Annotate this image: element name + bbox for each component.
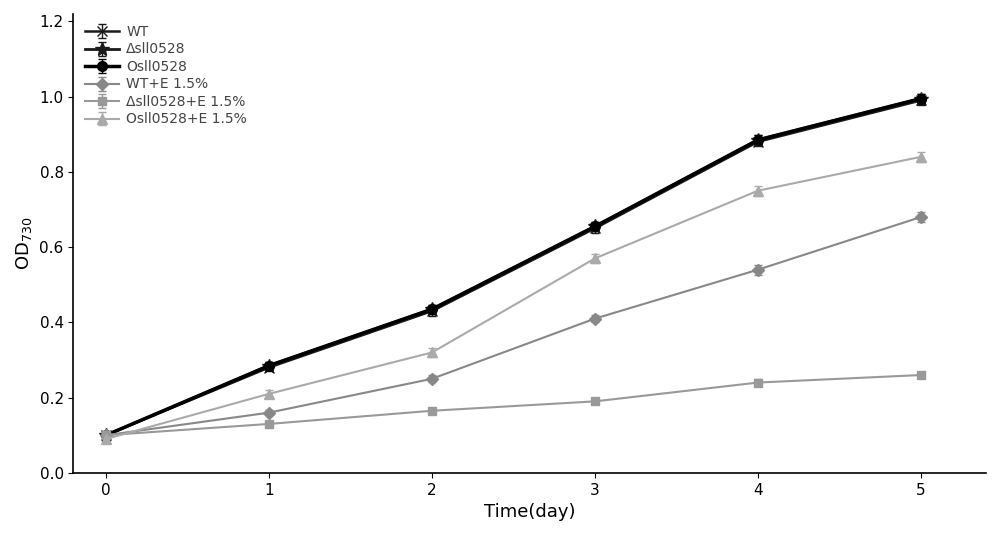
Y-axis label: OD$_{730}$: OD$_{730}$: [14, 217, 34, 270]
Legend: WT, Δsll0528, Osll0528, WT+E 1.5%, Δsll0528+E 1.5%, Osll0528+E 1.5%: WT, Δsll0528, Osll0528, WT+E 1.5%, Δsll0…: [80, 21, 251, 131]
X-axis label: Time(day): Time(day): [484, 503, 576, 521]
